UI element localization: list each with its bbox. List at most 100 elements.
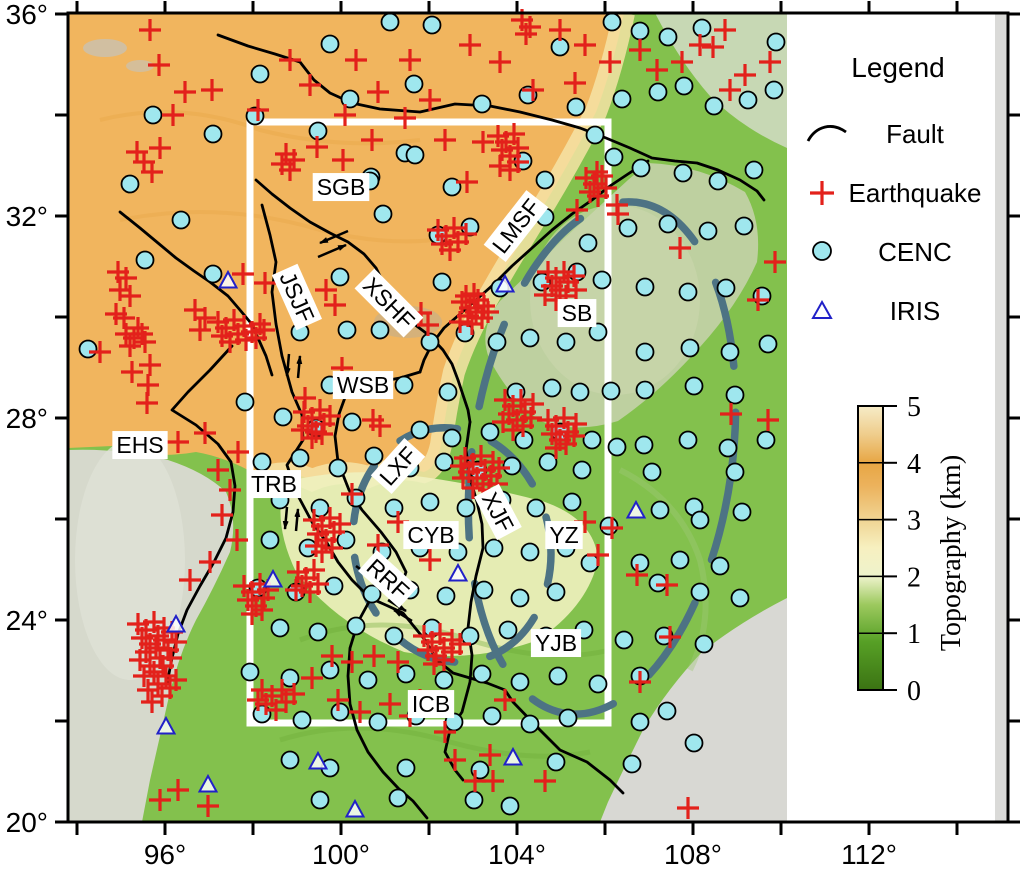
- earthquake-marker: [165, 631, 187, 653]
- earthquake-marker: [574, 34, 596, 56]
- earthquake-marker: [235, 329, 257, 351]
- earthquake-marker: [207, 459, 229, 481]
- region-label-bg: [530, 629, 582, 658]
- earthquake-marker: [677, 797, 699, 819]
- earthquake-marker: [534, 770, 556, 792]
- fault-line: [165, 344, 237, 686]
- earthquake-marker: [119, 285, 141, 307]
- earthquake-marker: [419, 549, 441, 571]
- earthquake-marker: [136, 392, 158, 414]
- earthquake-marker: [139, 19, 161, 41]
- earthquake-marker: [115, 267, 137, 289]
- earthquake-markers: [89, 9, 786, 819]
- cenc-marker: [143, 105, 163, 125]
- earthquake-marker: [271, 153, 293, 175]
- cenc-marker: [252, 704, 272, 724]
- cenc-marker: [692, 18, 712, 38]
- cenc-marker: [670, 550, 690, 570]
- cenc-marker: [756, 430, 776, 450]
- earthquake-marker: [167, 779, 189, 801]
- earthquake-marker: [367, 81, 389, 103]
- earthquake-marker: [492, 411, 514, 433]
- cenc-marker: [635, 277, 655, 297]
- cenc-marker: [658, 214, 678, 234]
- region-label-bg: [271, 263, 323, 331]
- region-label: TRB: [251, 471, 297, 497]
- earthquake-marker: [545, 437, 567, 459]
- cenc-marker: [580, 553, 600, 573]
- earthquake-marker: [444, 749, 466, 771]
- cenc-marker: [240, 662, 260, 682]
- region-label: ICB: [412, 691, 450, 717]
- earthquake-marker: [155, 665, 177, 687]
- cenc-marker: [510, 672, 530, 692]
- earthquake-marker: [434, 129, 456, 151]
- iris-marker: [165, 613, 187, 633]
- slip-arrow: [393, 608, 413, 623]
- legend-item-iris: IRIS: [890, 296, 941, 326]
- earthquake-marker: [564, 72, 586, 94]
- earthquake-marker: [494, 689, 516, 711]
- cenc-marker: [346, 616, 366, 636]
- earthquake-marker: [689, 34, 711, 56]
- region-label-bg: [474, 483, 522, 541]
- cenc-marker: [502, 456, 522, 476]
- x-axis-label: 100°: [312, 839, 370, 870]
- earthquake-marker: [449, 311, 471, 333]
- earthquake-marker: [714, 19, 736, 41]
- cenc-marker: [698, 221, 718, 241]
- legend-item-earthquake: Earthquake: [849, 178, 982, 208]
- earthquake-marker: [369, 415, 391, 437]
- slip-arrow: [294, 508, 301, 532]
- earthquake-marker: [199, 551, 221, 573]
- region-label-group: TRB: [247, 470, 301, 499]
- earthquake-marker: [363, 645, 385, 667]
- cenc-marker: [630, 712, 650, 732]
- earthquake-marker: [89, 341, 111, 363]
- region-label-bg: [354, 268, 424, 338]
- earthquake-marker: [566, 199, 588, 221]
- colorbar-tick-label: 5: [907, 392, 921, 423]
- cenc-marker: [280, 750, 300, 770]
- region-label-bg: [403, 521, 459, 550]
- cenc-marker: [487, 332, 507, 352]
- earthquake-marker: [452, 467, 474, 489]
- iris-station-markers: [155, 269, 647, 818]
- cenc-marker: [562, 492, 582, 512]
- terrain-central-yunnan-pale: [280, 472, 598, 656]
- cenc-marker: [500, 796, 520, 816]
- cenc-marker: [203, 264, 223, 284]
- cenc-marker: [766, 32, 786, 52]
- earthquake-legend-icon: [810, 181, 834, 205]
- earthquake-marker: [470, 445, 492, 467]
- cenc-marker: [694, 634, 714, 654]
- cenc-marker: [336, 530, 356, 550]
- earthquake-marker: [443, 217, 465, 239]
- earthquake-marker: [601, 517, 623, 539]
- earthquake-marker: [477, 301, 499, 323]
- cenc-marker: [456, 498, 476, 518]
- cenc-marker: [631, 158, 651, 178]
- earthquake-marker: [629, 39, 651, 61]
- earthquake-marker: [434, 721, 456, 743]
- region-label-bg: [557, 299, 597, 328]
- cenc-marker: [373, 204, 393, 224]
- cenc-marker: [732, 502, 752, 522]
- earthquake-marker: [587, 544, 609, 566]
- cenc-marker: [607, 437, 627, 457]
- cenc-marker: [260, 530, 280, 550]
- y-axis-label: 24°: [6, 605, 48, 636]
- earthquake-marker: [455, 223, 477, 245]
- cenc-marker: [752, 286, 772, 306]
- terrain-ridge: [279, 725, 591, 759]
- earthquake-marker: [139, 354, 161, 376]
- earthquake-marker: [399, 49, 421, 71]
- cenc-marker: [725, 385, 745, 405]
- earthquake-marker: [757, 409, 779, 431]
- earthquake-marker: [489, 155, 511, 177]
- earthquake-marker: [321, 645, 343, 667]
- cenc-marker: [436, 586, 456, 606]
- cenc-marker: [734, 216, 754, 236]
- cenc-marker: [78, 339, 98, 359]
- region-label-group: EHS: [112, 431, 168, 460]
